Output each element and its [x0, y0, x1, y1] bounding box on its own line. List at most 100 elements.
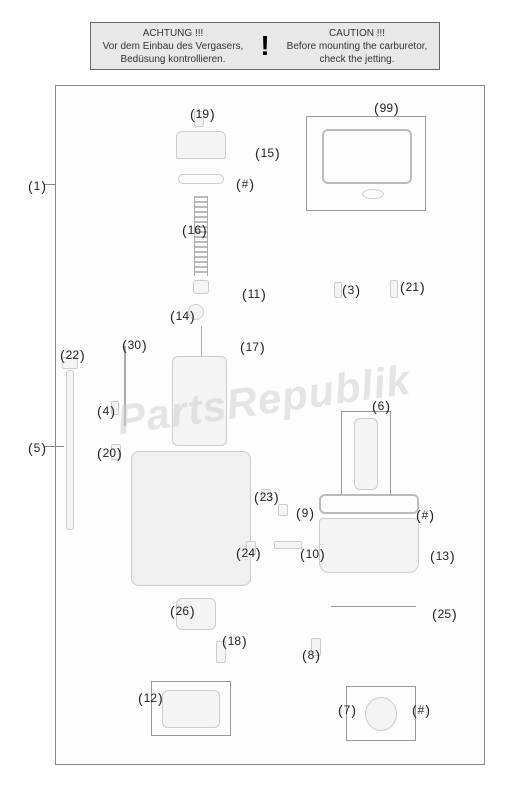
part-tube-5 — [66, 370, 74, 530]
callout-label: 18 — [228, 634, 241, 648]
part-oring-99 — [362, 189, 384, 199]
paren-open: ( — [255, 145, 260, 161]
part-jet-21 — [390, 280, 398, 298]
paren-close: ) — [385, 398, 390, 414]
warning-de-title: ACHTUNG !!! — [97, 27, 249, 40]
callout-8: (8) — [302, 647, 320, 663]
paren-open: ( — [122, 337, 127, 353]
part-carb-body — [131, 451, 251, 586]
callout-18: (18) — [222, 633, 247, 649]
callout-label: 20 — [103, 446, 116, 460]
warning-box: ACHTUNG !!! Vor dem Einbau des Vergasers… — [90, 22, 440, 70]
callout-22: (22) — [60, 347, 85, 363]
callout-label: 30 — [128, 338, 141, 352]
callout-11: (11) — [242, 286, 266, 302]
paren-open: ( — [400, 279, 405, 295]
paren-close: ) — [315, 647, 320, 663]
paren-open: ( — [236, 176, 241, 192]
paren-open: ( — [342, 282, 347, 298]
paren-open: ( — [416, 507, 421, 523]
paren-open: ( — [222, 633, 227, 649]
paren-open: ( — [300, 546, 305, 562]
callout-label: 10 — [306, 547, 319, 561]
part-bowl-gasket — [319, 494, 419, 514]
paren-close: ) — [190, 308, 195, 324]
callout-label: 9 — [302, 506, 309, 520]
callout-16: (16) — [182, 222, 207, 238]
callout-label: # — [242, 177, 249, 191]
callout-23: (23) — [254, 489, 279, 505]
paren-open: ( — [240, 339, 245, 355]
callout-label: 3 — [348, 283, 355, 297]
callout-label: # — [422, 508, 429, 522]
paren-close: ) — [158, 690, 163, 706]
callout-30: (30) — [122, 337, 147, 353]
paren-close: ) — [256, 545, 261, 561]
paren-open: ( — [242, 286, 247, 302]
part-choke-6 — [354, 418, 378, 490]
callout-17: (17) — [240, 339, 265, 355]
callout-label: 23 — [260, 490, 273, 504]
callout-label: 17 — [246, 340, 259, 354]
paren-open: ( — [236, 545, 241, 561]
callout-12: (12) — [138, 690, 163, 706]
callout-15: (15) — [255, 145, 280, 161]
warning-de: ACHTUNG !!! Vor dem Einbau des Vergasers… — [91, 25, 255, 68]
paren-close: ) — [190, 603, 195, 619]
callout-3: (3) — [342, 282, 360, 298]
callout-label: 13 — [436, 549, 449, 563]
paren-open: ( — [412, 702, 417, 718]
callout-21: (21) — [400, 279, 425, 295]
paren-close: ) — [355, 282, 360, 298]
callout-label: 15 — [261, 146, 274, 160]
diagram-frame — [55, 85, 485, 765]
paren-close: ) — [142, 337, 147, 353]
callout-label: 4 — [103, 404, 110, 418]
callout-99: (99) — [374, 100, 399, 116]
paren-open: ( — [182, 222, 187, 238]
paren-close: ) — [351, 702, 356, 718]
warning-en: CAUTION !!! Before mounting the carburet… — [275, 25, 439, 68]
part-floats-12 — [162, 690, 220, 728]
part-float-bowl-13 — [319, 518, 419, 573]
paren-open: ( — [430, 548, 435, 564]
warning-sep-icon: ! — [255, 30, 275, 62]
callout-label: 1 — [34, 179, 41, 193]
paren-open: ( — [97, 403, 102, 419]
paren-close: ) — [261, 286, 266, 302]
paren-open: ( — [254, 489, 259, 505]
paren-open: ( — [432, 606, 437, 622]
paren-close: ) — [249, 176, 254, 192]
subframe-99 — [306, 116, 426, 211]
callout-label: 16 — [188, 223, 201, 237]
warning-en-title: CAUTION !!! — [281, 27, 433, 40]
callout-9: (9) — [296, 505, 314, 521]
subframe-6 — [341, 411, 391, 496]
part-pin-25-line — [331, 606, 416, 607]
part-drain-7 — [365, 697, 397, 731]
part-gasket-15 — [178, 174, 224, 184]
callout-26: (26) — [170, 603, 195, 619]
callout-6: (6) — [372, 398, 390, 414]
paren-close: ) — [452, 606, 457, 622]
paren-open: ( — [296, 505, 301, 521]
part-jet-3 — [334, 282, 342, 298]
part-gasket-99 — [322, 129, 412, 184]
paren-close: ) — [110, 403, 115, 419]
paren-close: ) — [80, 347, 85, 363]
part-cup-11 — [193, 280, 209, 294]
subframe-7 — [346, 686, 416, 741]
paren-close: ) — [320, 546, 325, 562]
paren-open: ( — [170, 308, 175, 324]
callout-24: (24) — [236, 545, 261, 561]
paren-close: ) — [260, 339, 265, 355]
callout-#: (#) — [412, 702, 430, 718]
callout-1: (1) — [28, 178, 46, 194]
callout-#: (#) — [416, 507, 434, 523]
callout-label: 99 — [380, 101, 393, 115]
callout-label: 8 — [308, 648, 315, 662]
callout-7: (7) — [338, 702, 356, 718]
callout-label: 5 — [34, 441, 41, 455]
callout-label: # — [418, 703, 425, 717]
paren-close: ) — [425, 702, 430, 718]
